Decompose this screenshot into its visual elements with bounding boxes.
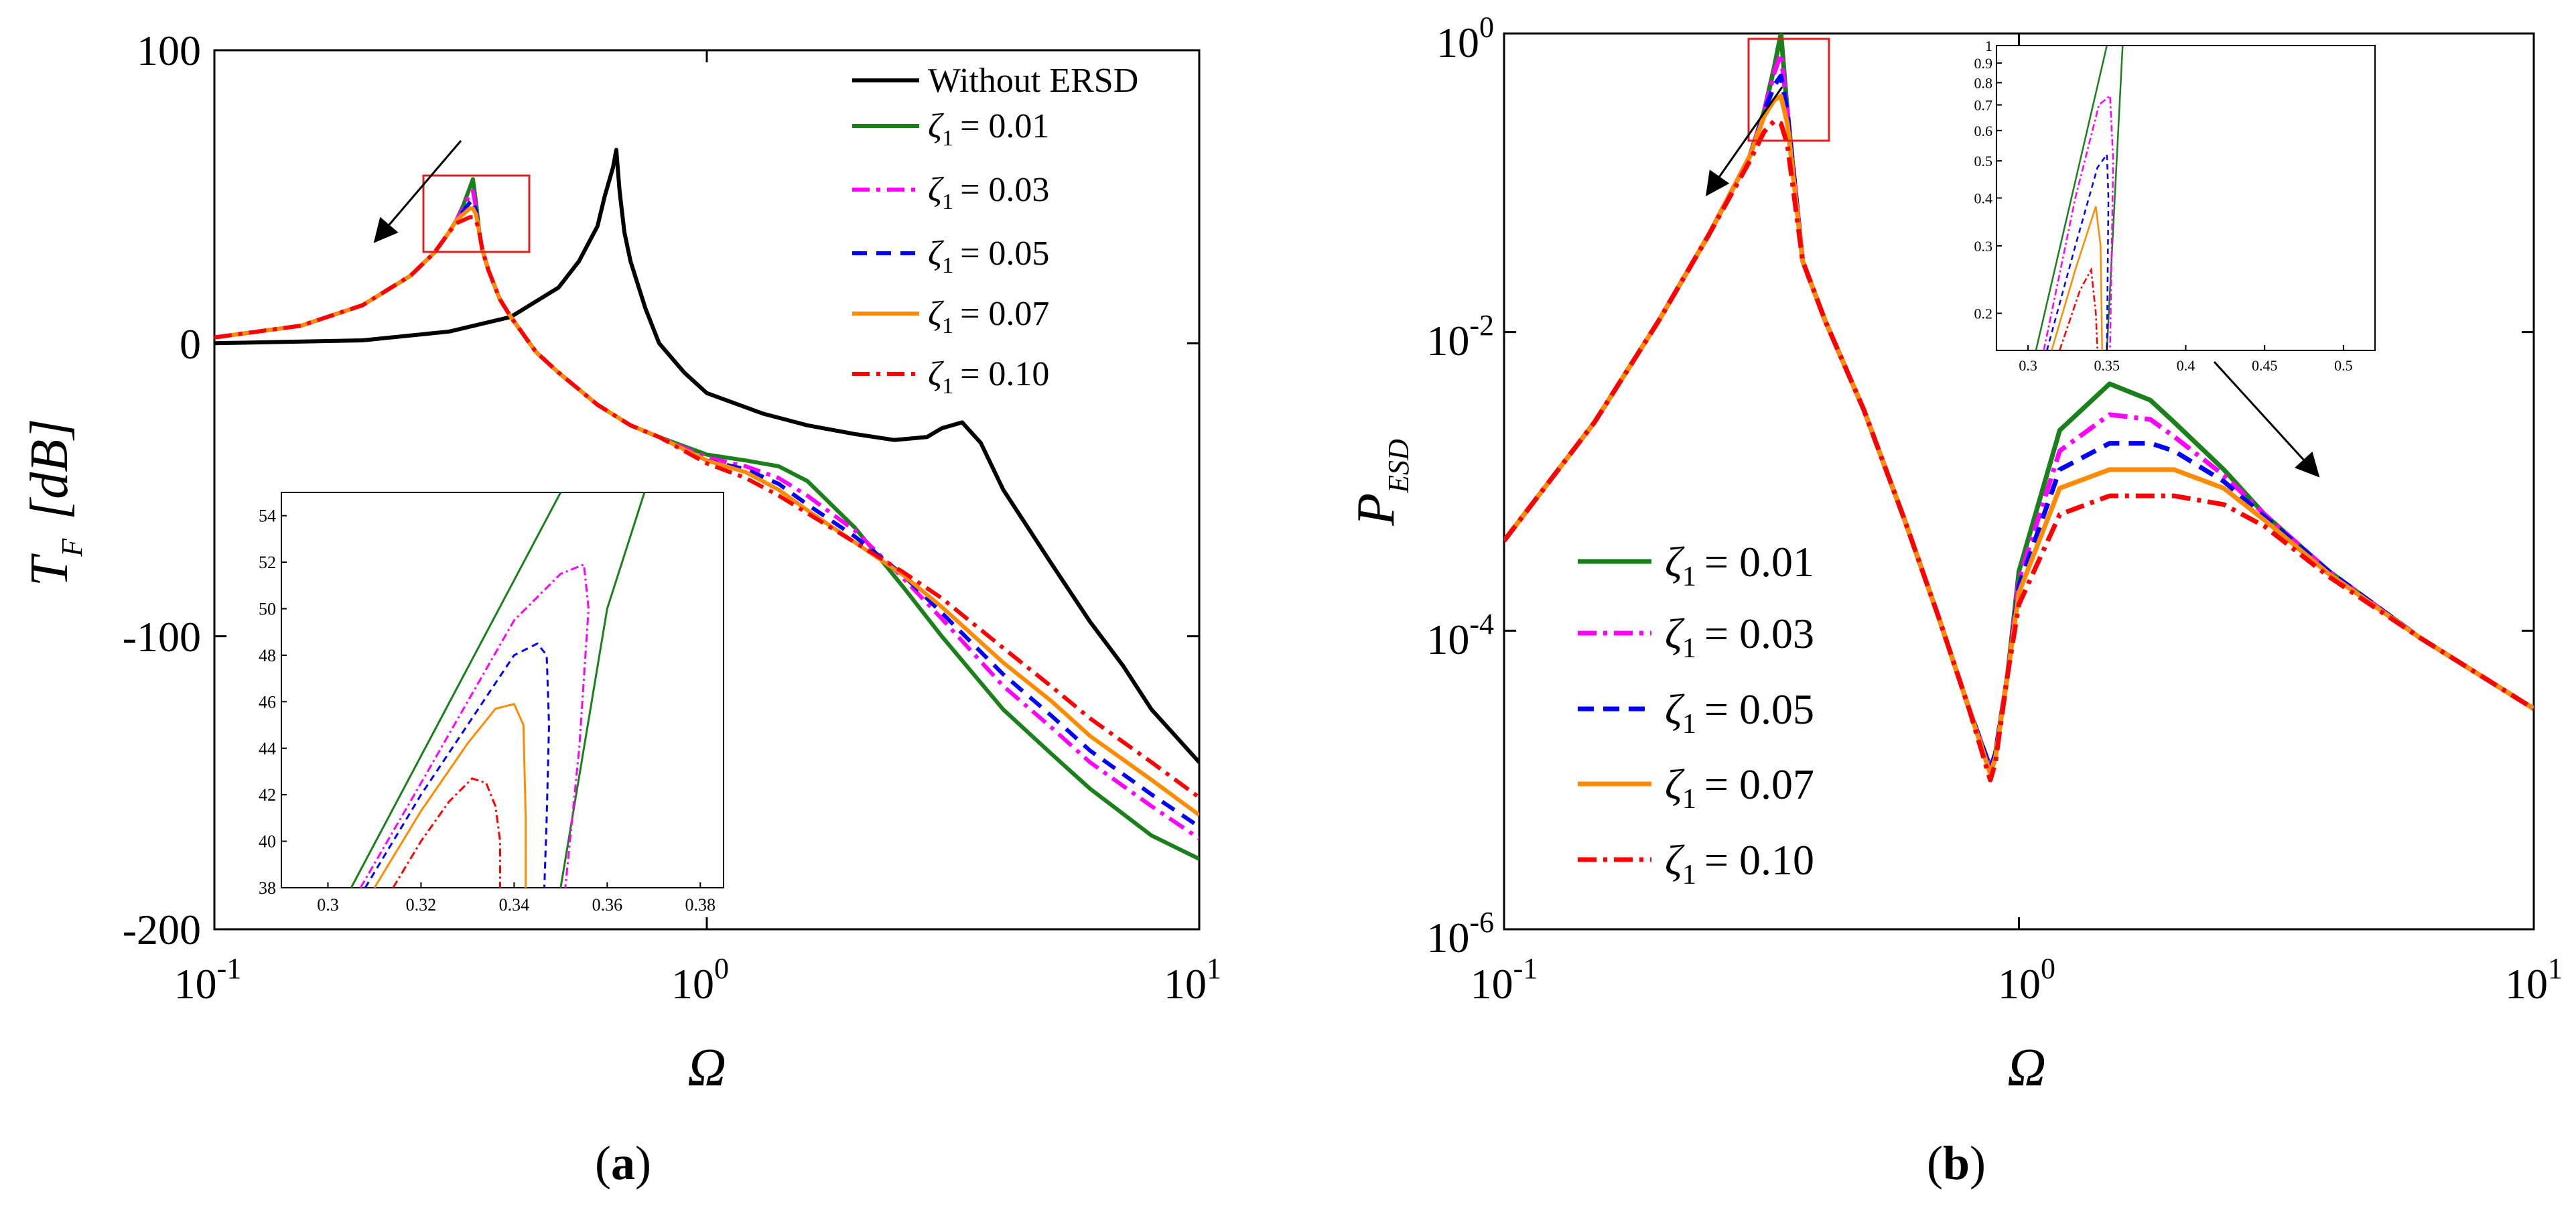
a-xtick-2: 101	[1164, 952, 1221, 1008]
b-xlabel: Ω	[2007, 1038, 2046, 1097]
legend-a-label-z003: ζ1 = 0.03	[928, 171, 1049, 214]
panel-a-inset-series-group	[350, 492, 646, 888]
panel-b-ticks	[1503, 32, 2535, 931]
a-inset-ytick-0: 38	[259, 878, 276, 898]
b-ytick-neg6: 10-6	[1426, 906, 1494, 961]
a-inset-line-z001-right	[559, 492, 646, 888]
a-xtick-0: 10-1	[174, 952, 242, 1008]
a-inset-line-z005	[364, 642, 551, 888]
legend-b-label-z007: ζ1 = 0.07	[1665, 760, 1814, 815]
legend-a-label-without: Without ERSD	[928, 62, 1138, 100]
a-inset-ytick-4: 46	[259, 692, 276, 712]
panel-a-series-group	[214, 147, 1199, 861]
panel-b-inset-ticks: 0.3 0.35 0.4 0.45 0.5 10.9 0.8 0.7 0.6 0.5 0.4 0.3 0…	[1974, 38, 2353, 374]
panel-a-label: (a)	[595, 1136, 651, 1190]
b-inset-line-z003	[2043, 94, 2114, 350]
a-inset-ytick-6: 50	[259, 600, 276, 619]
a-ylabel: TF[dB]	[20, 419, 88, 587]
b-inset-ytick-1: 0.9	[1974, 55, 1993, 72]
legend-a-label-z001: ζ1 = 0.01	[928, 107, 1049, 151]
a-inset-ytick-1: 40	[259, 832, 276, 852]
panel-b: 100 10-2 10-4 10-6 10-1 100 101 Ω PESD ζ…	[1347, 11, 2563, 1190]
b-inset-ytick-7: 0.3	[1974, 238, 1993, 255]
b-inset-ytick-6: 0.4	[1974, 190, 1993, 207]
b-xtick-2: 101	[2505, 952, 2563, 1008]
a-ytick-neg200: -200	[123, 906, 201, 953]
b-inset-xtick-4: 0.5	[2334, 357, 2353, 374]
panel-a-ticks	[213, 49, 1201, 931]
a-inset-line-z003	[359, 563, 590, 888]
panel-a: 100 0 -100 -200 10-1 100 101 Ω TF[dB] Wi…	[20, 27, 1221, 1190]
panel-b-arrow-right	[2213, 360, 2320, 478]
panel-a-inset-frame	[281, 492, 724, 888]
b-inset-xtick-0: 0.3	[2019, 357, 2037, 374]
a-ytick-neg100: -100	[123, 613, 201, 661]
panel-b-label: (b)	[1927, 1136, 1986, 1190]
b-ytick-0: 100	[1436, 11, 1494, 66]
b-inset-line-z001-right	[2106, 46, 2124, 350]
b-inset-line-z005	[2046, 151, 2110, 350]
legend-a-label-z010: ζ1 = 0.10	[928, 355, 1049, 399]
b-inset-xtick-1: 0.35	[2094, 357, 2120, 374]
a-inset-line-z007	[373, 703, 527, 888]
panel-b-inset: 0.3 0.35 0.4 0.45 0.5 10.9 0.8 0.7 0.6 0.5 0.4 0.3 0…	[1974, 38, 2376, 374]
a-inset-xtick-2: 0.34	[499, 895, 530, 915]
a-inset-line-z001-left	[350, 492, 562, 888]
a-inset-xtick-3: 0.36	[592, 895, 623, 915]
b-inset-line-z007	[2051, 206, 2103, 350]
a-xtick-1: 100	[671, 952, 729, 1008]
b-xtick-1: 100	[1998, 952, 2055, 1008]
b-inset-ytick-2: 0.8	[1974, 74, 1993, 91]
b-ytick-neg4: 10-4	[1426, 608, 1494, 663]
a-ytick-0: 0	[180, 320, 201, 368]
panel-a-zoom-box	[422, 174, 531, 253]
b-inset-ytick-4: 0.6	[1974, 123, 1993, 139]
a-inset-xtick-1: 0.32	[406, 895, 437, 915]
a-line-z010	[214, 215, 1199, 799]
a-inset-ytick-7: 52	[259, 553, 276, 572]
a-line-without	[214, 147, 1199, 764]
a-inset-ytick-2: 42	[259, 785, 276, 805]
panel-b-legend: ζ1 = 0.01 ζ1 = 0.03 ζ1 = 0.05 ζ1 = 0.07 ζ1 = …	[1578, 538, 1814, 890]
panel-a-inset-ticks: 0.3 0.32 0.34 0.36 0.38 38 40 42 44 46 48 50 52 54	[259, 507, 716, 915]
a-inset-ytick-5: 48	[259, 646, 276, 665]
panel-a-arrow	[373, 140, 462, 243]
legend-b-label-z010: ζ1 = 0.10	[1665, 836, 1814, 890]
panel-a-legend: Without ERSD ζ1 = 0.01 ζ1 = 0.03 ζ1 = 0.05 …	[852, 62, 1138, 399]
panel-b-arrow-left	[1705, 86, 1783, 196]
panel-a-inset: 0.3 0.32 0.34 0.36 0.38 38 40 42 44 46 48 50 52 54	[259, 492, 724, 915]
panel-b-series-group	[1504, 33, 2534, 783]
b-inset-ytick-8: 0.2	[1974, 306, 1993, 322]
legend-a-label-z005: ζ1 = 0.05	[928, 234, 1049, 278]
b-inset-xtick-3: 0.45	[2252, 357, 2278, 374]
a-inset-line-z010	[392, 777, 501, 888]
a-xlabel: Ω	[687, 1038, 726, 1097]
b-inset-line-z001-left	[2035, 46, 2108, 350]
b-inset-ytick-0: 1	[1985, 38, 1992, 54]
b-inset-ytick-3: 0.7	[1974, 97, 1993, 114]
legend-b-label-z003: ζ1 = 0.03	[1665, 610, 1814, 664]
a-inset-xtick-0: 0.3	[317, 895, 339, 915]
legend-b-label-z001: ζ1 = 0.01	[1665, 538, 1814, 592]
legend-a-label-z007: ζ1 = 0.07	[928, 295, 1049, 338]
panel-b-zoom-box	[1747, 38, 1830, 142]
b-ytick-neg2: 10-2	[1426, 309, 1494, 364]
a-inset-xtick-4: 0.38	[685, 895, 716, 915]
a-ytick-100: 100	[137, 27, 201, 74]
b-inset-xtick-2: 0.4	[2177, 357, 2195, 374]
a-inset-ytick-3: 44	[259, 739, 276, 758]
b-xtick-0: 10-1	[1471, 952, 1538, 1008]
panel-b-inset-series-group	[2035, 46, 2124, 350]
panel-b-inset-frame	[1996, 45, 2376, 351]
b-inset-ytick-5: 0.5	[1974, 153, 1993, 170]
b-ylabel: PESD	[1347, 439, 1415, 527]
a-inset-ytick-8: 54	[259, 507, 276, 526]
b-inset-line-z010	[2059, 267, 2098, 350]
legend-b-label-z005: ζ1 = 0.05	[1665, 685, 1814, 740]
